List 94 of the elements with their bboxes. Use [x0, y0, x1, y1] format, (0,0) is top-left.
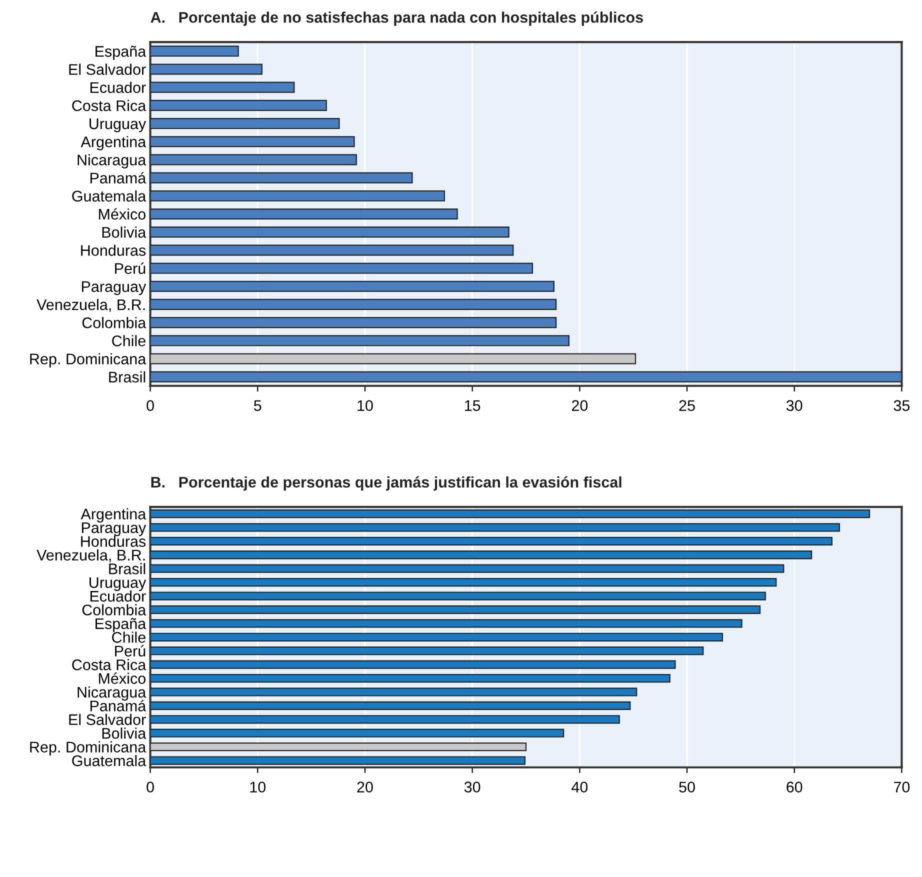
bar — [150, 317, 557, 328]
x-tick-label: 30 — [786, 400, 802, 411]
y-tick-label: Nicaragua — [78, 686, 146, 701]
chart-title: A. Porcentaje de no satisfechas para nada con hospitales públicos — [150, 11, 643, 26]
bar — [150, 226, 510, 238]
y-tick-label: Argentina — [80, 508, 146, 522]
bar — [150, 592, 766, 600]
bar — [150, 280, 554, 292]
x-tick-label: 60 — [786, 782, 802, 792]
y-tick-label: Costa Rica — [72, 100, 146, 112]
bar — [150, 728, 564, 738]
bar — [150, 353, 636, 364]
y-tick-label: Bolivia — [102, 226, 146, 238]
bar — [150, 154, 357, 166]
bar — [150, 756, 526, 765]
bar — [150, 208, 458, 220]
bar — [150, 371, 902, 382]
y-tick-label: Paraguay — [82, 281, 146, 296]
y-tick-label: Uruguay — [90, 577, 146, 592]
bar — [150, 172, 413, 184]
bar — [150, 536, 832, 546]
bar — [150, 605, 761, 614]
bar — [150, 742, 527, 752]
x-tick-label: 10 — [358, 400, 373, 411]
y-tick-label: Chile — [112, 335, 146, 346]
x-tick-label: 15 — [464, 400, 480, 411]
y-tick-label: México — [98, 208, 146, 220]
bar — [150, 262, 533, 274]
chart-title: B. Porcentaje de personas que jamás justifican la evasión fiscal — [151, 476, 622, 491]
y-tick-label: Perú — [115, 262, 146, 274]
bar — [150, 688, 638, 696]
bar — [150, 564, 784, 573]
y-tick-label: México — [98, 672, 146, 684]
bar — [150, 190, 445, 202]
y-tick-label: El Salvador — [69, 714, 146, 726]
x-tick-label: 0 — [146, 782, 154, 792]
bar — [150, 632, 723, 642]
y-tick-label: Panamá — [90, 700, 146, 712]
x-tick-label: 20 — [572, 400, 588, 411]
y-tick-label: Perú — [115, 645, 146, 657]
bar — [150, 660, 676, 669]
y-tick-label: Panamá — [90, 172, 146, 184]
y-tick-label: Argentina — [80, 136, 146, 150]
bar — [150, 64, 262, 75]
x-tick-label: 35 — [894, 400, 910, 411]
y-tick-label: Venezuela, B.R. — [36, 549, 145, 562]
bar — [150, 646, 704, 656]
x-tick-label: 40 — [572, 782, 588, 792]
y-tick-label: Venezuela, B.R. — [36, 298, 145, 312]
y-tick-label: Rep. Dominicana — [30, 741, 146, 756]
x-tick-label: 20 — [357, 782, 373, 792]
y-tick-label: Colombia — [82, 317, 146, 328]
y-tick-label: Brasil — [109, 371, 146, 383]
bar — [150, 244, 514, 256]
x-tick-label: 10 — [250, 782, 266, 792]
bar — [150, 701, 631, 710]
y-tick-label: Guatemala — [72, 754, 146, 766]
x-tick-label: 70 — [894, 782, 910, 792]
bar — [150, 298, 557, 310]
y-tick-label: Colombia — [82, 604, 146, 616]
bar — [150, 578, 777, 587]
bar — [150, 550, 812, 560]
bar — [150, 523, 840, 532]
x-tick-label: 25 — [679, 400, 695, 411]
bar — [150, 619, 742, 628]
bar — [150, 136, 355, 148]
y-tick-label: Brasil — [109, 563, 146, 574]
y-tick-label: Honduras — [81, 536, 146, 547]
y-tick-label: Chile — [112, 632, 146, 643]
y-tick-label: Paraguay — [82, 522, 146, 536]
y-tick-label: Honduras — [81, 244, 146, 256]
y-tick-label: Guatemala — [72, 190, 146, 202]
bar — [150, 715, 620, 724]
bar — [150, 509, 870, 518]
bar — [150, 335, 570, 346]
y-tick-label: Nicaragua — [78, 154, 146, 168]
y-tick-label: El Salvador — [69, 64, 146, 75]
y-tick-label: Rep. Dominicana — [30, 353, 146, 368]
y-tick-label: Uruguay — [90, 118, 146, 132]
x-tick-label: 0 — [146, 400, 154, 411]
y-tick-label: Costa Rica — [72, 659, 146, 670]
x-tick-label: 50 — [679, 782, 695, 792]
bar — [150, 82, 295, 93]
y-tick-label: Bolivia — [102, 728, 146, 739]
bar — [150, 674, 670, 683]
x-tick-label: 30 — [464, 782, 480, 792]
bar — [150, 100, 327, 111]
x-tick-label: 5 — [254, 400, 262, 411]
y-tick-label: Ecuador — [90, 82, 146, 94]
bar — [150, 118, 340, 130]
y-tick-label: Ecuador — [90, 590, 146, 602]
y-tick-label: España — [96, 46, 146, 60]
bar — [150, 46, 239, 57]
y-tick-label: España — [96, 618, 146, 632]
